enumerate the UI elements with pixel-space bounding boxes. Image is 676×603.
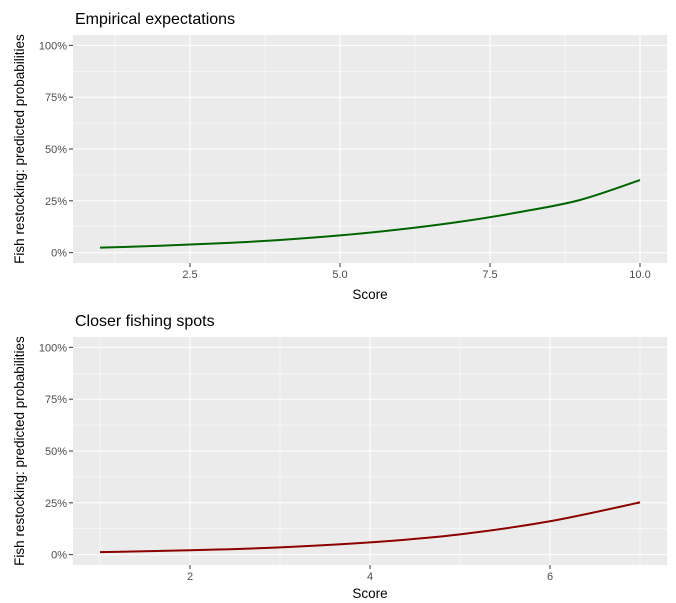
y-tick-label: 50% [45,144,67,156]
y-axis: 0% 25% 50% 75% 100% [39,40,73,260]
series-line [99,501,641,554]
x-tick-label: 4 [367,571,373,583]
y-tick-label: 75% [45,92,67,104]
x-tick-label: 2.5 [182,269,197,281]
series-line [99,179,641,249]
chart-title: Empirical expectations [75,11,235,28]
y-tick-label: 25% [45,196,67,208]
grid-lines [73,337,667,565]
x-axis: 2 4 6 [187,565,553,583]
x-tick-label: 6 [547,571,553,583]
x-tick-label: 7.5 [482,269,497,281]
series-layer [99,501,641,554]
y-axis: 0% 25% 50% 75% 100% [39,342,73,562]
y-tick-label: 0% [51,550,67,562]
x-axis: 2.5 5.0 7.5 10.0 [182,263,651,281]
x-tick-label: 2 [187,571,193,583]
y-axis-title: Fish restocking: predicted probabilities [12,34,27,264]
chart-panel-empirical: Empirical expectations 0% 25% 50% 75% 100% 2… [12,11,667,302]
grid-lines [73,35,667,263]
y-tick-label: 50% [45,446,67,458]
y-tick-label: 75% [45,394,67,406]
y-axis-title: Fish restocking: predicted probabilities [12,336,27,566]
x-tick-label: 10.0 [629,269,650,281]
series-layer [99,179,641,249]
x-axis-title: Score [352,586,387,601]
x-tick-label: 5.0 [332,269,347,281]
y-tick-label: 25% [45,498,67,510]
chart-panel-closer-spots: Closer fishing spots 0% 25% 50% 75% 100% 2 4 6… [12,313,667,601]
y-tick-label: 0% [51,248,67,260]
y-tick-label: 100% [39,40,67,52]
chart-title: Closer fishing spots [75,313,215,330]
x-axis-title: Score [352,287,387,302]
y-tick-label: 100% [39,342,67,354]
